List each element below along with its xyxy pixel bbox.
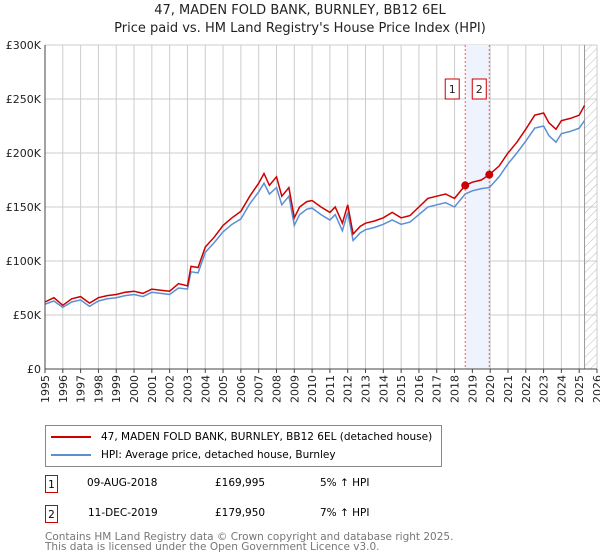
x-tick-label: 2003 bbox=[181, 375, 194, 403]
x-tick-label: 1997 bbox=[75, 375, 88, 403]
y-tick-label: £150K bbox=[6, 201, 42, 214]
x-tick-label: 2004 bbox=[199, 375, 212, 403]
x-tick-label: 2021 bbox=[502, 375, 515, 403]
x-tick-label: 2018 bbox=[449, 375, 462, 403]
x-tick-label: 2000 bbox=[128, 375, 141, 403]
sale-badge: 2 bbox=[45, 505, 58, 523]
hpi-line bbox=[44, 120, 586, 309]
x-tick-label: 2009 bbox=[288, 375, 301, 403]
x-tick-label: 2026 bbox=[591, 375, 600, 403]
x-tick-label: 2006 bbox=[235, 375, 248, 403]
chart-title: 47, MADEN FOLD BANK, BURNLEY, BB12 6EL bbox=[154, 3, 446, 18]
footer-copyright: Contains HM Land Registry data © Crown c… bbox=[45, 531, 454, 543]
price-chart: 1 2 £0 £50K £100K £150K £200K £250K £300K 1995 199… bbox=[6, 39, 600, 403]
x-tick-label: 2023 bbox=[538, 375, 551, 403]
x-tick-label: 2022 bbox=[520, 375, 533, 403]
x-tick-label: 1996 bbox=[57, 375, 70, 403]
legend-swatch-hpi bbox=[51, 454, 91, 456]
x-tick-label: 2001 bbox=[146, 375, 159, 403]
x-tick-label: 2002 bbox=[164, 375, 177, 403]
sale-price: £169,995 bbox=[215, 477, 266, 489]
sale-label: 1 bbox=[449, 83, 456, 96]
chart-subtitle: Price paid vs. HM Land Registry's House … bbox=[114, 21, 486, 36]
legend-item-hpi: HPI: Average price, detached house, Burn… bbox=[51, 447, 336, 463]
x-tick-label: 2016 bbox=[413, 375, 426, 403]
sale-date: 09-AUG-2018 bbox=[87, 477, 158, 489]
x-tick-label: 2010 bbox=[306, 375, 319, 403]
property-price-line bbox=[44, 105, 586, 307]
x-tick-label: 1995 bbox=[39, 375, 52, 403]
y-tick-label: £300K bbox=[6, 39, 42, 52]
y-tick-label: £50K bbox=[13, 309, 42, 322]
x-tick-label: 2017 bbox=[431, 375, 444, 403]
legend-label-property: 47, MADEN FOLD BANK, BURNLEY, BB12 6EL (… bbox=[101, 431, 433, 443]
y-tick-label: £0 bbox=[27, 363, 41, 376]
sale-badge: 1 bbox=[45, 475, 58, 493]
sale-label: 2 bbox=[476, 83, 483, 96]
x-tick-label: 1998 bbox=[92, 375, 105, 403]
x-tick-label: 2025 bbox=[573, 375, 586, 403]
sale-label-box bbox=[444, 78, 460, 100]
x-tick-label: 2014 bbox=[377, 375, 390, 403]
x-tick-label: 2019 bbox=[466, 375, 479, 403]
y-tick-label: £250K bbox=[6, 93, 42, 106]
x-tick-label: 2007 bbox=[253, 375, 266, 403]
footer-licence: This data is licensed under the Open Gov… bbox=[45, 541, 380, 553]
sale-hpi-diff: 5% ↑ HPI bbox=[320, 477, 370, 489]
legend-item-property: 47, MADEN FOLD BANK, BURNLEY, BB12 6EL (… bbox=[51, 429, 432, 445]
sale-date: 11-DEC-2019 bbox=[88, 507, 158, 519]
chart-legend: 47, MADEN FOLD BANK, BURNLEY, BB12 6EL (… bbox=[45, 425, 442, 467]
legend-swatch-property bbox=[51, 436, 91, 438]
sale-point bbox=[485, 170, 494, 179]
sale-point bbox=[461, 181, 470, 190]
y-tick-label: £100K bbox=[6, 255, 42, 268]
sale-label-box bbox=[471, 78, 487, 100]
x-tick-label: 2005 bbox=[217, 375, 230, 403]
x-tick-label: 2020 bbox=[484, 375, 497, 403]
x-tick-label: 2011 bbox=[324, 375, 337, 403]
x-tick-label: 2015 bbox=[395, 375, 408, 403]
x-tick-label: 1999 bbox=[110, 375, 123, 403]
x-tick-label: 2024 bbox=[555, 375, 568, 403]
y-tick-label: £200K bbox=[6, 147, 42, 160]
x-tick-label: 2013 bbox=[360, 375, 373, 403]
sale-price: £179,950 bbox=[215, 507, 266, 519]
legend-label-hpi: HPI: Average price, detached house, Burn… bbox=[101, 449, 336, 461]
x-tick-label: 2012 bbox=[342, 375, 355, 403]
sale-hpi-diff: 7% ↑ HPI bbox=[320, 507, 370, 519]
forecast-hatch bbox=[584, 45, 597, 369]
x-tick-label: 2008 bbox=[270, 375, 283, 403]
